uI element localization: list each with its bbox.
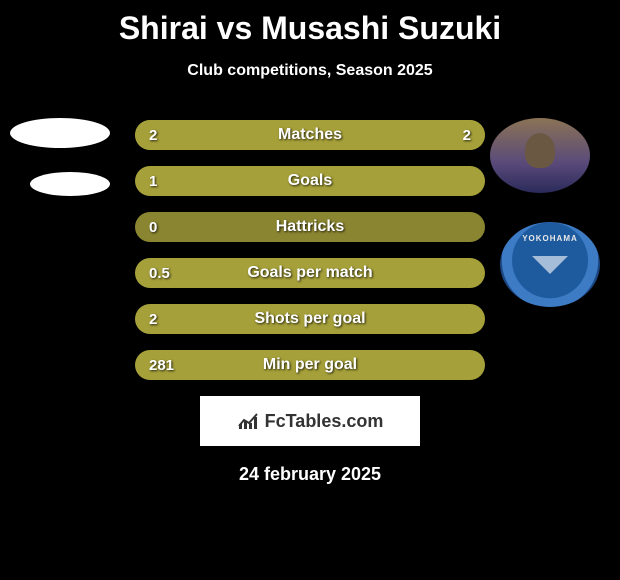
player2-avatar: [490, 118, 590, 193]
stat-label: Goals per match: [215, 264, 405, 282]
stat-label: Hattricks: [215, 218, 405, 236]
stat-bar: 2Shots per goal: [135, 304, 485, 334]
stat-bar: 2Matches2: [135, 120, 485, 150]
stat-bar: 0Hattricks: [135, 212, 485, 242]
stat-bar: 0.5Goals per match: [135, 258, 485, 288]
page-subtitle: Club competitions, Season 2025: [0, 62, 620, 80]
stat-left-value: 2: [135, 127, 215, 144]
stat-label: Min per goal: [215, 356, 405, 374]
fctables-logo: FcTables.com: [200, 396, 420, 446]
stat-label: Goals: [215, 172, 405, 190]
stat-right-value: 2: [405, 127, 485, 144]
stats-bars: 2Matches21Goals0Hattricks0.5Goals per ma…: [135, 120, 485, 380]
stat-label: Matches: [215, 126, 405, 144]
logo-icon: [237, 412, 259, 430]
stat-bar: 1Goals: [135, 166, 485, 196]
date-text: 24 february 2025: [0, 464, 620, 485]
team-crest: YOKOHAMA: [500, 222, 600, 307]
stat-left-value: 281: [135, 357, 215, 374]
stat-left-value: 2: [135, 311, 215, 328]
crest-label: YOKOHAMA: [500, 234, 600, 243]
stat-left-value: 1: [135, 173, 215, 190]
logo-text: FcTables.com: [265, 411, 384, 432]
stat-bar: 281Min per goal: [135, 350, 485, 380]
stat-left-value: 0: [135, 219, 215, 236]
stat-label: Shots per goal: [215, 310, 405, 328]
page-title: Shirai vs Musashi Suzuki: [0, 0, 620, 47]
player1-placeholder-2: [30, 172, 110, 196]
player1-placeholder-1: [10, 118, 110, 148]
stat-left-value: 0.5: [135, 265, 215, 282]
content-area: YOKOHAMA 2Matches21Goals0Hattricks0.5Goa…: [0, 80, 620, 485]
